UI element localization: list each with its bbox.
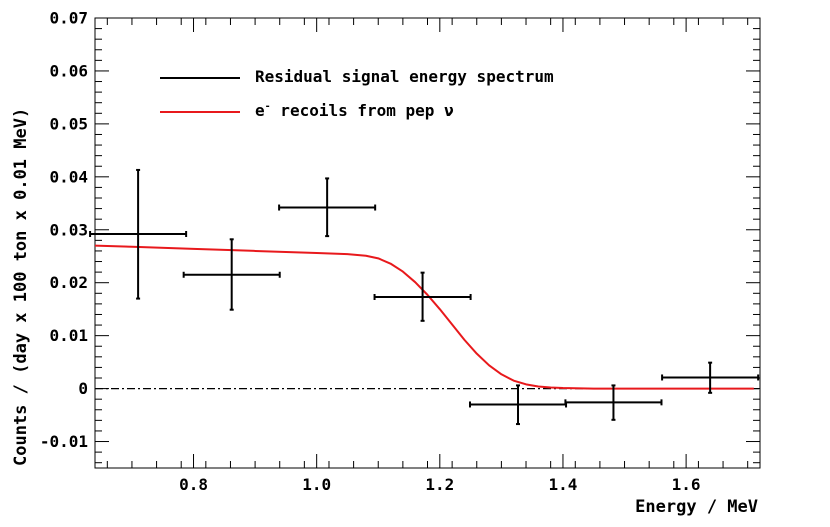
x-tick-label: 1.0 xyxy=(302,475,331,494)
legend-label-pep-sup: - xyxy=(265,101,271,112)
data-point xyxy=(373,271,472,322)
data-point xyxy=(89,168,188,300)
y-tick-label: 0.05 xyxy=(49,114,88,133)
y-tick-label: 0.07 xyxy=(49,9,88,28)
x-axis-title: Energy / MeV xyxy=(635,497,758,517)
y-tick-label: 0.04 xyxy=(49,167,88,186)
data-point xyxy=(182,238,281,311)
x-tick-label: 0.8 xyxy=(179,475,208,494)
tick-labels: 0.8 1.0 1.2 1.4 1.6 -0.01 0 0.01 0.02 0.03 0.04 0.0… xyxy=(40,9,701,495)
data-point xyxy=(661,361,760,394)
y-tick-label: -0.01 xyxy=(40,432,88,451)
legend-label-pep-rest: recoils from pep ν xyxy=(271,101,454,120)
y-tick-label: 0.03 xyxy=(49,220,88,239)
model-curve-group xyxy=(94,244,754,390)
y-tick-label: 0 xyxy=(78,379,88,398)
x-tick-label: 1.4 xyxy=(549,475,578,494)
data-points xyxy=(89,168,760,426)
plot-frame xyxy=(94,17,761,469)
legend-label-pep: e- recoils from pep ν xyxy=(255,101,454,120)
x-tick-label: 1.6 xyxy=(672,475,701,494)
y-tick-label: 0.02 xyxy=(49,273,88,292)
data-point xyxy=(564,384,663,421)
y-tick-label: 0.06 xyxy=(49,61,88,80)
data-point xyxy=(278,177,377,238)
y-tick-label: 0.01 xyxy=(49,326,88,345)
legend: Residual signal energy spectrum e- recoi… xyxy=(160,67,554,120)
legend-label-pep-base: e xyxy=(255,101,265,120)
pep-recoil-curve xyxy=(94,244,754,390)
x-tick-label: 1.2 xyxy=(425,475,454,494)
y-axis-title: Counts / (day x 100 ton x 0.01 MeV) xyxy=(11,108,31,466)
legend-label-residual: Residual signal energy spectrum xyxy=(255,67,554,86)
ticks xyxy=(95,17,760,468)
